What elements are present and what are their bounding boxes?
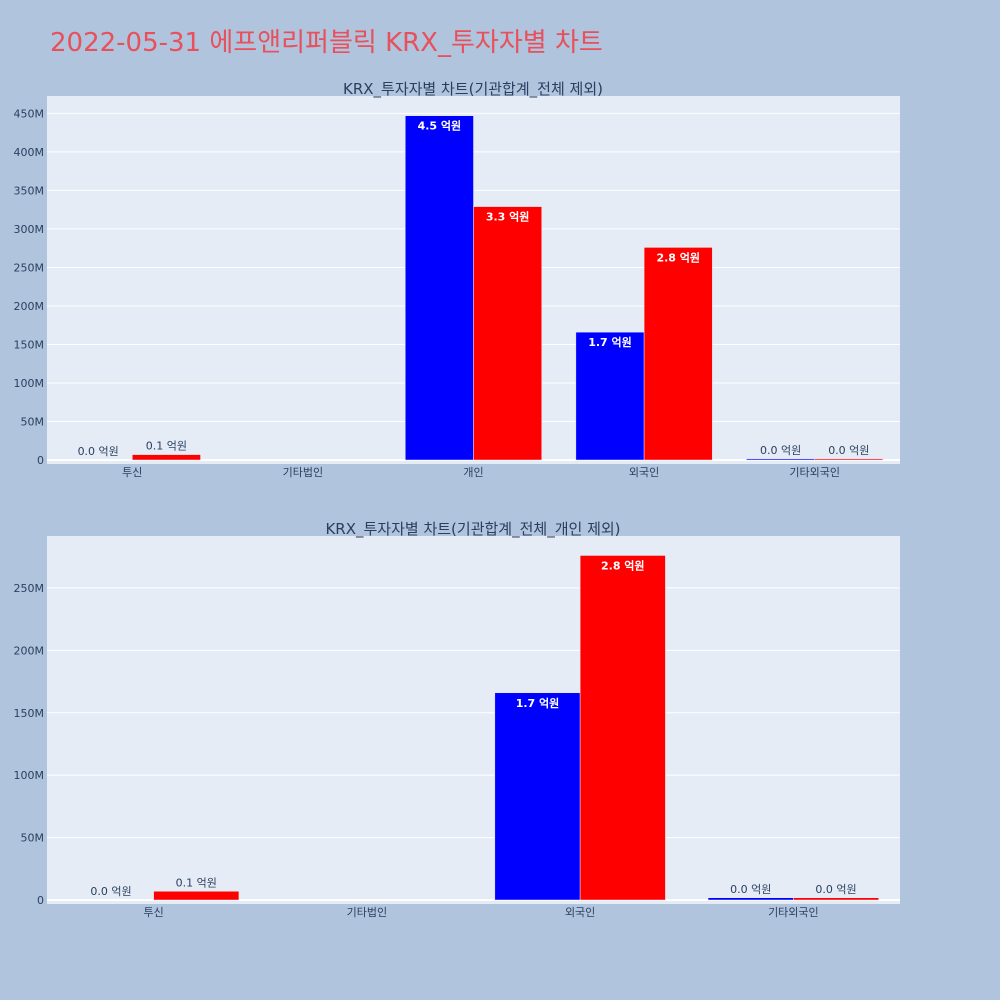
data-label: 0.1 억원 <box>176 876 217 889</box>
y-tick-label: 450M <box>14 107 45 120</box>
page-title: 2022-05-31 에프앤리퍼블릭 KRX_투자자별 차트 <box>50 28 603 58</box>
y-tick-label: 100M <box>14 769 45 782</box>
x-tick-label: 기타외국인 <box>789 466 840 479</box>
y-tick-label: 0 <box>37 454 44 467</box>
y-tick-label: 350M <box>14 184 45 197</box>
data-label: 0.0 억원 <box>90 885 131 898</box>
x-tick-label: 기타외국인 <box>768 906 819 919</box>
data-label: 2.8 억원 <box>656 250 700 264</box>
data-label: 0.0 억원 <box>730 883 771 896</box>
data-label: 4.5 억원 <box>418 119 462 133</box>
data-label: 2.8 억원 <box>601 558 645 572</box>
y-tick-label: 0 <box>37 894 44 907</box>
y-tick-label: 50M <box>21 832 45 845</box>
y-tick-label: 250M <box>14 582 45 595</box>
bar <box>643 247 713 461</box>
data-label: 0.1 억원 <box>146 440 187 453</box>
x-tick-label: 기타법인 <box>347 906 387 919</box>
y-tick-label: 150M <box>14 707 45 720</box>
bar <box>405 115 474 461</box>
y-tick-label: 150M <box>14 338 45 351</box>
bar <box>746 458 815 461</box>
bar <box>473 206 542 461</box>
bar <box>132 454 201 461</box>
data-label: 3.3 억원 <box>486 210 530 224</box>
x-tick-label: 외국인 <box>565 906 595 919</box>
bar <box>579 555 666 901</box>
data-label: 0.0 억원 <box>760 444 801 457</box>
x-tick-label: 투신 <box>144 906 164 919</box>
chart-title-1: KRX_투자자별 차트(기관합계_전체 제외) <box>343 80 603 99</box>
data-label: 0.0 억원 <box>78 445 119 458</box>
x-tick-label: 개인 <box>463 466 483 479</box>
y-tick-label: 100M <box>14 377 45 390</box>
plot-area-2 <box>47 536 900 904</box>
bar <box>494 692 581 901</box>
data-label: 0.0 억원 <box>815 883 856 896</box>
y-tick-label: 250M <box>14 261 45 274</box>
bar <box>814 458 884 461</box>
x-tick-label: 기타법인 <box>283 466 323 479</box>
data-label: 1.7 억원 <box>588 335 632 349</box>
data-label: 1.7 억원 <box>516 696 560 710</box>
bar <box>575 331 645 461</box>
chart-title-2: KRX_투자자별 차트(기관합계_전체_개인 제외) <box>325 520 620 539</box>
bar <box>153 891 240 901</box>
data-label: 0.0 억원 <box>828 444 869 457</box>
bar <box>793 897 879 901</box>
bar <box>707 897 794 901</box>
x-tick-label: 외국인 <box>629 466 659 479</box>
y-tick-label: 400M <box>14 146 45 159</box>
y-tick-label: 300M <box>14 223 45 236</box>
y-tick-label: 200M <box>14 300 45 313</box>
y-tick-label: 200M <box>14 644 45 657</box>
y-tick-label: 50M <box>21 415 45 428</box>
x-tick-label: 투신 <box>122 466 142 479</box>
